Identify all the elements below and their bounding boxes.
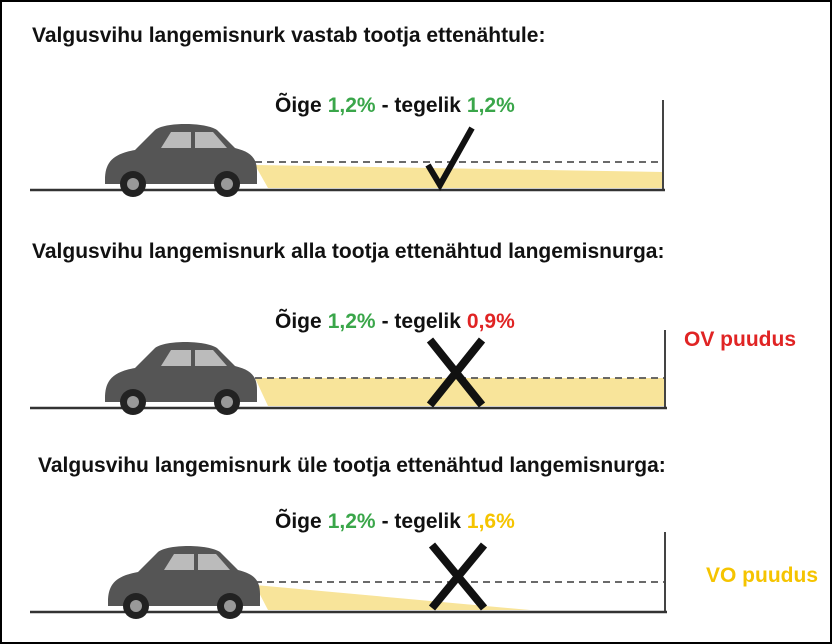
- light-beam: [255, 585, 530, 610]
- diagram: Valgusvihu langemisnurk vastab tootja et…: [0, 0, 832, 644]
- car: [108, 546, 260, 619]
- heading: Valgusvihu langemisnurk vastab tootja et…: [32, 24, 545, 47]
- label: - tegelik: [382, 94, 462, 117]
- correct-value: 1,2%: [328, 310, 376, 333]
- actual-value: 1,2%: [467, 94, 515, 117]
- light-beam: [255, 165, 663, 188]
- label: Õige: [275, 93, 322, 117]
- actual-value: 0,9%: [467, 310, 515, 333]
- correct-value: 1,2%: [328, 510, 376, 533]
- actual-value: 1,6%: [467, 510, 515, 533]
- label: - tegelik: [382, 310, 462, 333]
- correct-value: 1,2%: [328, 94, 376, 117]
- label: Õige: [275, 509, 322, 533]
- status: OV puudus: [684, 328, 796, 351]
- heading: Valgusvihu langemisnurk alla tootja ette…: [32, 240, 664, 263]
- heading: Valgusvihu langemisnurk üle tootja etten…: [38, 454, 666, 477]
- cross: [432, 545, 484, 608]
- car: [105, 124, 257, 197]
- label: Õige: [275, 309, 322, 333]
- label: - tegelik: [382, 510, 462, 533]
- status: VO puudus: [706, 564, 818, 587]
- car: [105, 342, 257, 415]
